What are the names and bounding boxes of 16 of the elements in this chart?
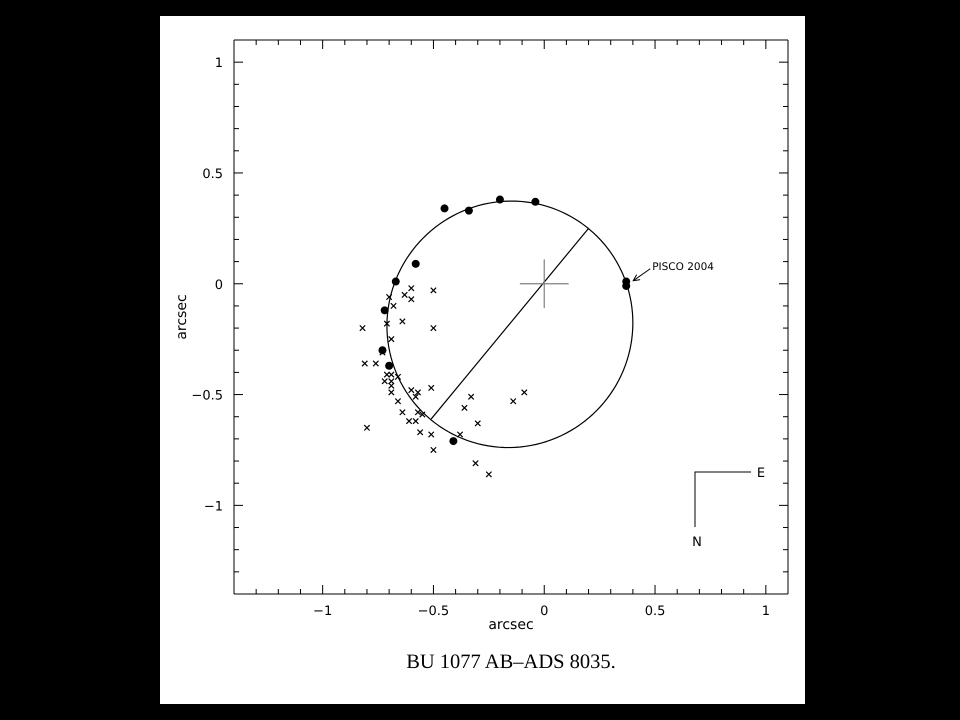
x-tick-label: −1 [313,604,332,619]
x-tick-label: 1 [762,604,770,619]
annotation: PISCO 2004 [652,260,714,273]
y-tick-label: 0.5 [202,166,223,182]
y-tick-label: 0 [214,278,223,293]
text: BU 1077 AB–ADS 8035. [405,650,617,674]
annotation: E [756,466,766,481]
x-tick-label: 0.5 [644,604,666,619]
y-tick-label: −1 [204,499,223,514]
y-axis-title: arcsec [174,294,190,340]
y-tick-label: 1 [214,56,223,72]
x-tick-label: −0.5 [418,604,450,619]
annotation: N [692,535,702,550]
x-tick-label: 0 [540,604,548,619]
x-axis-title: arcsec [488,617,534,633]
y-tick-label: −0.5 [191,388,223,404]
